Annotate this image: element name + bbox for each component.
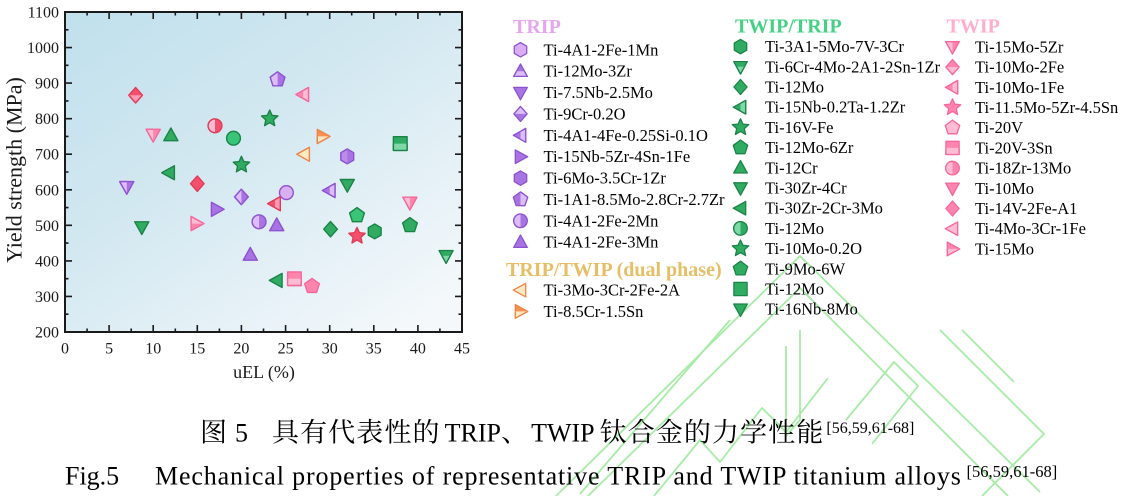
svg-text:1100: 1100 [28, 5, 59, 22]
svg-text:[56,59,61-68]: [56,59,61-68] [826, 420, 914, 437]
svg-text:TRIP: TRIP [445, 419, 501, 448]
svg-text:Ti-3A1-5Mo-7V-3Cr: Ti-3A1-5Mo-7V-3Cr [765, 37, 905, 56]
svg-text:Ti-16Nb-8Mo: Ti-16Nb-8Mo [765, 300, 858, 319]
svg-text:TWIP: TWIP [531, 419, 595, 448]
svg-text:10: 10 [145, 341, 161, 358]
svg-text:Ti-8.5Cr-1.5Sn: Ti-8.5Cr-1.5Sn [544, 302, 644, 321]
svg-text:Ti-6Cr-4Mo-2A1-2Sn-1Zr: Ti-6Cr-4Mo-2A1-2Sn-1Zr [765, 57, 941, 76]
svg-text:800: 800 [35, 111, 59, 128]
svg-text:Ti-10Mo-2Fe: Ti-10Mo-2Fe [975, 58, 1064, 77]
svg-text:1000: 1000 [27, 40, 59, 57]
svg-text:Ti-30Zr-2Cr-3Mo: Ti-30Zr-2Cr-3Mo [765, 199, 883, 218]
svg-text:Ti-10Mo-0.2O: Ti-10Mo-0.2O [765, 239, 862, 258]
svg-text:Ti-11.5Mo-5Zr-4.5Sn: Ti-11.5Mo-5Zr-4.5Sn [975, 98, 1118, 117]
svg-text:Ti-15Mo: Ti-15Mo [975, 239, 1034, 258]
svg-text:Ti-12Mo: Ti-12Mo [765, 219, 824, 238]
svg-text:Ti-14V-2Fe-A1: Ti-14V-2Fe-A1 [975, 199, 1077, 218]
svg-text:Ti-10Mo-1Fe: Ti-10Mo-1Fe [975, 78, 1064, 97]
svg-text:Mechanical properties of repre: Mechanical properties of representative … [155, 462, 962, 491]
svg-text:TWIP/TRIP: TWIP/TRIP [735, 16, 842, 38]
svg-text:Ti-4A1-2Fe-2Mn: Ti-4A1-2Fe-2Mn [544, 211, 659, 230]
svg-text:0: 0 [61, 341, 69, 358]
svg-text:Ti-4A1-4Fe-0.25Si-0.1O: Ti-4A1-4Fe-0.25Si-0.1O [544, 126, 708, 145]
svg-text:Ti-3Mo-3Cr-2Fe-2A: Ti-3Mo-3Cr-2Fe-2A [544, 281, 681, 300]
svg-text:Ti-18Zr-13Mo: Ti-18Zr-13Mo [975, 159, 1071, 178]
svg-text:Ti-10Mo: Ti-10Mo [975, 179, 1034, 198]
svg-text:Ti-6Mo-3.5Cr-1Zr: Ti-6Mo-3.5Cr-1Zr [544, 169, 667, 188]
svg-text:Ti-12Mo: Ti-12Mo [765, 78, 824, 97]
svg-text:700: 700 [35, 147, 59, 164]
svg-text:20: 20 [233, 341, 249, 358]
svg-text:25: 25 [278, 341, 294, 358]
svg-text:Yield strength (MPa): Yield strength (MPa) [2, 77, 27, 263]
svg-text:Ti-12Mo-3Zr: Ti-12Mo-3Zr [544, 62, 633, 81]
svg-text:[56,59,61-68]: [56,59,61-68] [967, 462, 1058, 481]
svg-text:TRIP/TWIP (dual phase): TRIP/TWIP (dual phase) [506, 259, 722, 281]
svg-text:Ti-15Nb-0.2Ta-1.2Zr: Ti-15Nb-0.2Ta-1.2Zr [765, 98, 906, 117]
svg-text:Ti-16V-Fe: Ti-16V-Fe [765, 118, 833, 137]
svg-text:300: 300 [35, 289, 59, 306]
svg-text:900: 900 [35, 76, 59, 93]
svg-text:Ti-9Mo-6W: Ti-9Mo-6W [765, 259, 845, 278]
svg-text:5: 5 [235, 419, 248, 448]
svg-text:uEL (%): uEL (%) [233, 362, 295, 383]
svg-text:Ti-7.5Nb-2.5Mo: Ti-7.5Nb-2.5Mo [544, 83, 653, 102]
svg-text:200: 200 [35, 325, 59, 342]
svg-text:15: 15 [189, 341, 205, 358]
svg-text:TWIP: TWIP [947, 16, 1000, 38]
svg-text:Ti-20V-3Sn: Ti-20V-3Sn [975, 138, 1053, 157]
svg-text:Ti-4Mo-3Cr-1Fe: Ti-4Mo-3Cr-1Fe [975, 219, 1086, 238]
svg-text:600: 600 [35, 182, 59, 199]
svg-text:Ti-4A1-2Fe-1Mn: Ti-4A1-2Fe-1Mn [544, 40, 659, 59]
svg-text:45: 45 [454, 341, 470, 358]
svg-text:Ti-20V: Ti-20V [975, 118, 1023, 137]
svg-text:Ti-1A1-8.5Mo-2.8Cr-2.7Zr: Ti-1A1-8.5Mo-2.8Cr-2.7Zr [544, 190, 726, 209]
svg-text:Ti-15Mo-5Zr: Ti-15Mo-5Zr [975, 37, 1064, 56]
svg-text:Ti-12Cr: Ti-12Cr [765, 158, 818, 177]
svg-text:400: 400 [35, 253, 59, 270]
svg-text:Ti-30Zr-4Cr: Ti-30Zr-4Cr [765, 179, 847, 198]
svg-text:40: 40 [410, 341, 426, 358]
svg-text:Ti-12Mo: Ti-12Mo [765, 280, 824, 299]
svg-text:Fig.5: Fig.5 [65, 462, 119, 491]
svg-text:TRIP: TRIP [513, 16, 561, 38]
svg-text:Ti-12Mo-6Zr: Ti-12Mo-6Zr [765, 138, 854, 157]
svg-text:500: 500 [35, 218, 59, 235]
svg-text:30: 30 [322, 341, 338, 358]
svg-text:35: 35 [366, 341, 382, 358]
svg-text:Ti-4A1-2Fe-3Mn: Ti-4A1-2Fe-3Mn [544, 233, 659, 252]
svg-text:5: 5 [105, 341, 113, 358]
svg-text:Ti-9Cr-0.2O: Ti-9Cr-0.2O [544, 104, 626, 123]
svg-text:Ti-15Nb-5Zr-4Sn-1Fe: Ti-15Nb-5Zr-4Sn-1Fe [544, 147, 691, 166]
